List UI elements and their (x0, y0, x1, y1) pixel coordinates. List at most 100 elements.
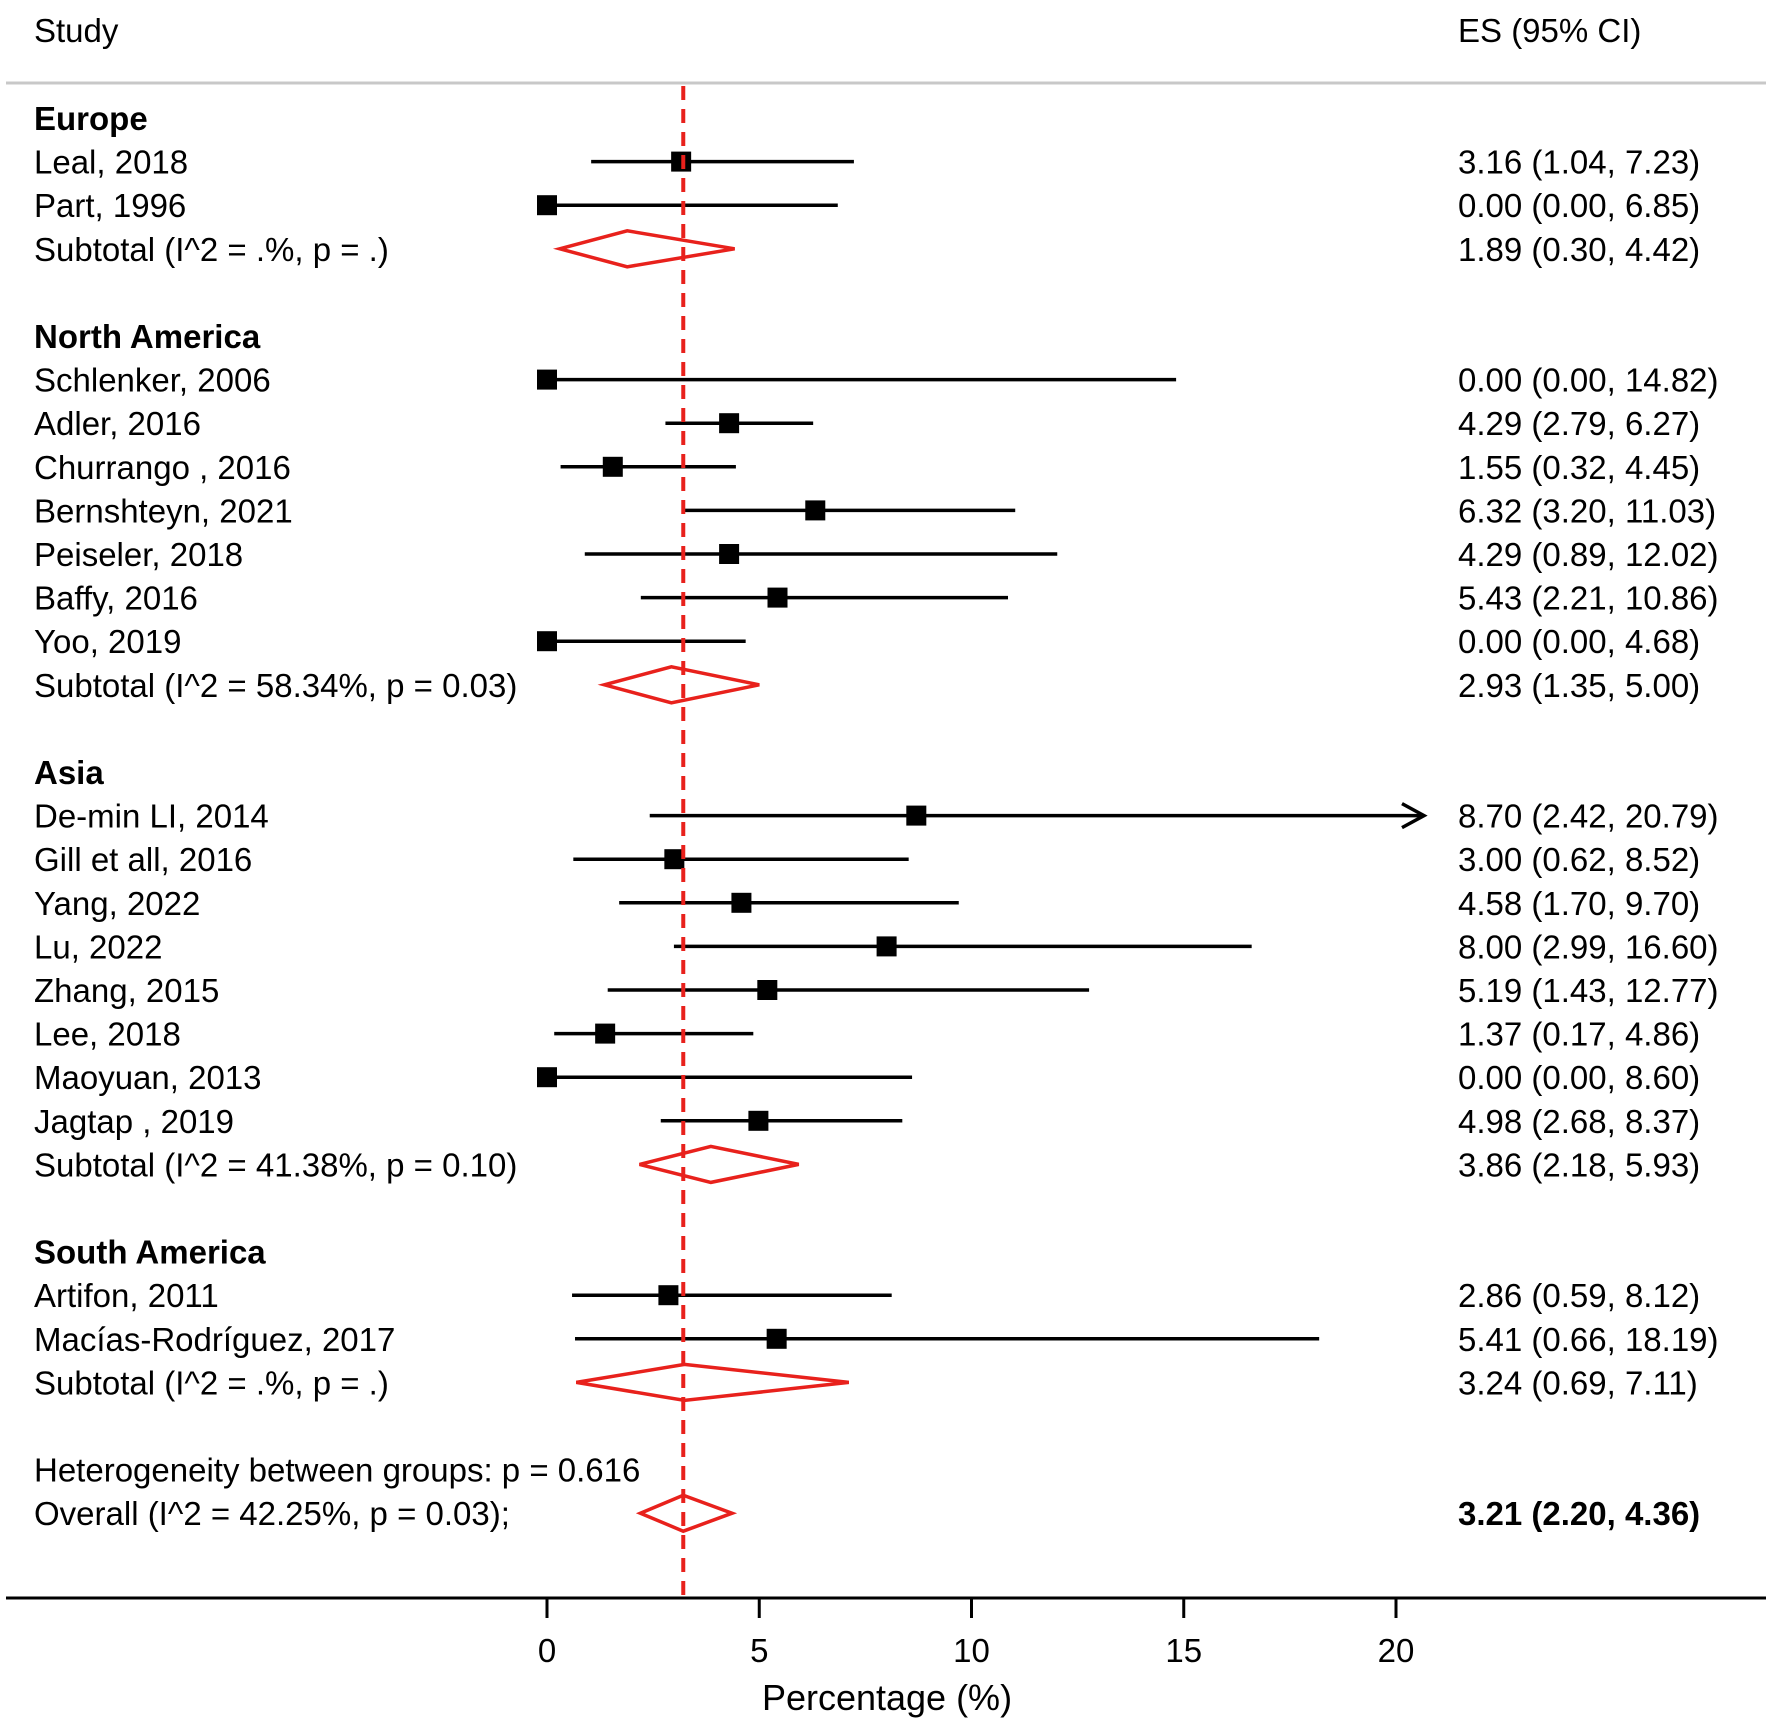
overall-es-value: 3.21 (2.20, 4.36) (1458, 1495, 1700, 1532)
effect-point (658, 1285, 679, 1306)
study-row: Baffy, 2016 5.43 (2.21, 10.86) (34, 580, 1719, 617)
es-value: 0.00 (0.00, 4.68) (1458, 623, 1700, 660)
overall-label: Overall (I^2 = 42.25%, p = 0.03); (34, 1495, 510, 1532)
study-label: Artifon, 2011 (34, 1277, 219, 1314)
es-value: 0.00 (0.00, 6.85) (1458, 187, 1700, 224)
study-label: Schlenker, 2006 (34, 362, 271, 399)
study-row: Yang, 2022 4.58 (1.70, 9.70) (34, 885, 1700, 922)
subtotal-es-value: 3.24 (0.69, 7.11) (1458, 1364, 1698, 1401)
effect-point (766, 1328, 787, 1349)
es-value: 3.00 (0.62, 8.52) (1458, 841, 1700, 878)
es-value: 4.29 (2.79, 6.27) (1458, 405, 1700, 442)
study-label: Zhang, 2015 (34, 972, 219, 1009)
es-value: 1.55 (0.32, 4.45) (1458, 449, 1700, 486)
subtotal-es-value: 3.86 (2.18, 5.93) (1458, 1146, 1700, 1183)
group-heading: Asia (34, 754, 104, 791)
es-value: 8.00 (2.99, 16.60) (1458, 928, 1719, 965)
study-row: Churrango , 2016 1.55 (0.32, 4.45) (34, 449, 1700, 486)
es-value: 8.70 (2.42, 20.79) (1458, 798, 1719, 835)
study-row: Yoo, 2019 0.00 (0.00, 4.68) (34, 623, 1700, 660)
subtotal-diamond (639, 1144, 800, 1185)
x-axis-ticks: 0 5 10 15 20 (538, 1598, 1415, 1669)
effect-point (906, 805, 927, 826)
subtotal-label: Subtotal (I^2 = 41.38%, p = 0.10) (34, 1146, 517, 1183)
group-heading: South America (34, 1234, 266, 1271)
study-label: Peiseler, 2018 (34, 536, 243, 573)
effect-point (671, 151, 692, 172)
group-heading: North America (34, 318, 261, 355)
es-value: 0.00 (0.00, 8.60) (1458, 1059, 1700, 1096)
effect-point (664, 849, 685, 870)
effect-point (748, 1110, 769, 1131)
subtotal-diamond (576, 1362, 850, 1403)
subtotal-row: Subtotal (I^2 = .%, p = .) 1.89 (0.30, 4.… (34, 229, 1700, 269)
x-tick-label: 5 (750, 1632, 768, 1669)
group-3: South America Artifon, 2011 2.86 (0.59, 8.… (34, 1234, 1719, 1403)
x-tick-label: 20 (1378, 1632, 1415, 1669)
effect-point (757, 980, 778, 1000)
es-value: 0.00 (0.00, 14.82) (1458, 362, 1719, 399)
study-label: Yang, 2022 (34, 885, 200, 922)
study-label: Lee, 2018 (34, 1016, 181, 1053)
es-value: 4.58 (1.70, 9.70) (1458, 885, 1700, 922)
study-label: Lu, 2022 (34, 928, 162, 965)
study-label: Macías-Rodríguez, 2017 (34, 1321, 395, 1358)
study-row: Part, 1996 0.00 (0.00, 6.85) (34, 187, 1700, 224)
effect-point (595, 1023, 616, 1044)
group-heading: Europe (34, 100, 148, 137)
heterogeneity-text: Heterogeneity between groups: p = 0.616 (34, 1452, 640, 1489)
study-label: Adler, 2016 (34, 405, 201, 442)
effect-point (537, 631, 557, 652)
es-value: 5.43 (2.21, 10.86) (1458, 580, 1719, 617)
header-study: Study (34, 12, 119, 49)
es-value: 4.98 (2.68, 8.37) (1458, 1103, 1700, 1140)
subtotal-label: Subtotal (I^2 = .%, p = .) (34, 231, 389, 268)
study-row: Adler, 2016 4.29 (2.79, 6.27) (34, 405, 1700, 442)
study-row: Peiseler, 2018 4.29 (0.89, 12.02) (34, 536, 1719, 573)
es-value: 4.29 (0.89, 12.02) (1458, 536, 1719, 573)
effect-point (602, 456, 623, 477)
study-label: Gill et all, 2016 (34, 841, 252, 878)
rows-layer: Europe Leal, 2018 3.16 (1.04, 7.23) Part, 1… (34, 100, 1719, 1534)
overall-row: Overall (I^2 = 42.25%, p = 0.03); 3.21 (2… (34, 1493, 1700, 1534)
es-value: 5.19 (1.43, 12.77) (1458, 972, 1719, 1009)
es-value: 1.37 (0.17, 4.86) (1458, 1016, 1700, 1053)
study-label: Churrango , 2016 (34, 449, 291, 486)
study-row: Zhang, 2015 5.19 (1.43, 12.77) (34, 972, 1719, 1009)
group-0: Europe Leal, 2018 3.16 (1.04, 7.23) Part, 1… (34, 100, 1700, 269)
subtotal-row: Subtotal (I^2 = 41.38%, p = 0.10) 3.86 (2… (34, 1144, 1700, 1185)
es-value: 5.41 (0.66, 18.19) (1458, 1321, 1719, 1358)
study-row: Artifon, 2011 2.86 (0.59, 8.12) (34, 1277, 1700, 1314)
study-label: Bernshteyn, 2021 (34, 492, 293, 529)
study-row: De-min LI, 2014 8.70 (2.42, 20.79) (34, 798, 1719, 835)
effect-point (537, 195, 557, 216)
effect-point (719, 413, 740, 434)
subtotal-label: Subtotal (I^2 = 58.34%, p = 0.03) (34, 667, 517, 704)
x-tick-label: 10 (953, 1632, 990, 1669)
study-label: Part, 1996 (34, 187, 186, 224)
effect-point (876, 936, 897, 957)
group-1: North America Schlenker, 2006 0.00 (0.00, … (34, 318, 1719, 705)
effect-point (537, 1067, 557, 1088)
x-tick-label: 0 (538, 1632, 556, 1669)
effect-point (731, 892, 752, 913)
es-value: 6.32 (3.20, 11.03) (1458, 492, 1716, 529)
study-label: Baffy, 2016 (34, 580, 198, 617)
study-label: Leal, 2018 (34, 144, 188, 181)
effect-point (537, 369, 557, 390)
group-2: Asia De-min LI, 2014 8.70 (2.42, 20.79) Gil… (34, 754, 1719, 1185)
subtotal-diamond (597, 665, 760, 705)
study-row: Leal, 2018 3.16 (1.04, 7.23) (34, 144, 1700, 181)
study-row: Jagtap , 2019 4.98 (2.68, 8.37) (34, 1103, 1700, 1140)
study-row: Lee, 2018 1.37 (0.17, 4.86) (34, 1016, 1700, 1053)
study-row: Macías-Rodríguez, 2017 5.41 (0.66, 18.19) (34, 1321, 1719, 1358)
study-label: Jagtap , 2019 (34, 1103, 234, 1140)
study-row: Bernshteyn, 2021 6.32 (3.20, 11.03) (34, 492, 1716, 529)
study-row: Maoyuan, 2013 0.00 (0.00, 8.60) (34, 1059, 1700, 1096)
effect-point (767, 587, 788, 608)
subtotal-es-value: 2.93 (1.35, 5.00) (1458, 667, 1700, 704)
subtotal-diamond (552, 229, 735, 269)
x-axis-label: Percentage (%) (762, 1677, 1012, 1718)
subtotal-label: Subtotal (I^2 = .%, p = .) (34, 1364, 389, 1401)
